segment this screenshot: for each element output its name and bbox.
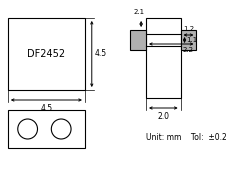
Text: DF2452: DF2452 xyxy=(27,49,65,59)
Text: 1.2: 1.2 xyxy=(183,26,194,32)
Circle shape xyxy=(51,119,71,139)
Bar xyxy=(146,18,181,98)
Text: 2.2: 2.2 xyxy=(183,47,194,53)
Text: 4.5: 4.5 xyxy=(95,49,107,58)
Bar xyxy=(130,30,146,50)
Text: 2.1: 2.1 xyxy=(134,9,145,15)
Text: Unit: mm    Tol:  ±0.2: Unit: mm Tol: ±0.2 xyxy=(146,133,227,142)
Text: 2.0: 2.0 xyxy=(157,112,169,121)
Bar xyxy=(181,30,196,50)
Bar xyxy=(8,18,85,90)
Circle shape xyxy=(18,119,37,139)
Text: 4.5: 4.5 xyxy=(40,104,52,113)
Text: 1.1: 1.1 xyxy=(186,37,198,43)
Bar xyxy=(8,110,85,148)
